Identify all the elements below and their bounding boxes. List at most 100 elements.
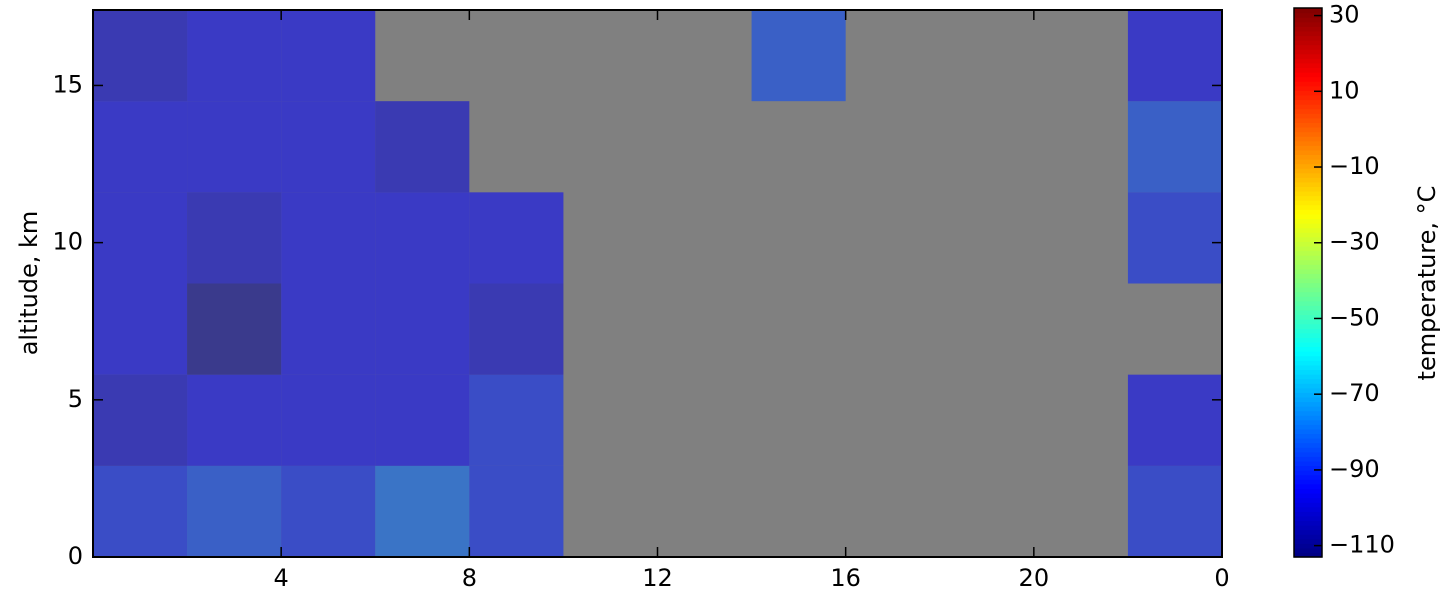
colorbar-segment <box>1294 470 1322 476</box>
colorbar-segment <box>1294 26 1322 32</box>
colorbar-segment <box>1294 447 1322 453</box>
colorbar-tick-label: −110 <box>1329 531 1395 559</box>
heatmap-cell <box>1127 374 1222 466</box>
heatmap-cell <box>281 374 376 466</box>
colorbar-segment <box>1294 428 1322 435</box>
colorbar-segment <box>1294 438 1322 444</box>
x-tick-label: 12 <box>642 564 673 592</box>
heatmap-cell <box>469 374 564 466</box>
colorbar-segment <box>1294 245 1322 252</box>
colorbar-tick-label: −70 <box>1329 379 1380 407</box>
colorbar-segment <box>1294 62 1322 69</box>
colorbar-segment <box>1294 419 1322 425</box>
colorbar-segment <box>1294 341 1322 348</box>
heatmap-cell <box>281 101 376 193</box>
colorbar-segment <box>1294 149 1322 155</box>
heatmap-cell <box>1127 465 1222 557</box>
colorbar-tick-label: −10 <box>1329 152 1380 180</box>
colorbar-segment <box>1294 163 1322 169</box>
heatmap-cell <box>187 374 282 466</box>
colorbar-segment <box>1294 524 1322 531</box>
colorbar-segment <box>1294 387 1322 393</box>
colorbar-segment <box>1294 383 1322 389</box>
heatmap-cell <box>281 283 376 375</box>
colorbar-segment <box>1294 104 1322 110</box>
heatmap-cell <box>93 192 188 284</box>
y-tick-label: 5 <box>68 385 83 413</box>
colorbar-segment <box>1294 40 1322 46</box>
colorbar-segment <box>1294 433 1322 439</box>
colorbar-segment <box>1294 35 1322 41</box>
heatmap-cell <box>375 101 470 193</box>
colorbar-segment <box>1294 85 1322 91</box>
colorbar-segment <box>1294 287 1322 293</box>
colorbar-segment <box>1294 126 1322 133</box>
colorbar-segment <box>1294 191 1322 197</box>
heatmap-cell <box>469 465 564 557</box>
colorbar-segment <box>1294 502 1322 508</box>
colorbar-segment <box>1294 30 1322 37</box>
colorbar-segment <box>1294 534 1322 540</box>
colorbar-segment <box>1294 538 1322 544</box>
colorbar-segment <box>1294 355 1322 361</box>
x-tick-label: 20 <box>1019 564 1050 592</box>
heatmap-cell <box>93 374 188 466</box>
colorbar-segment <box>1294 195 1322 201</box>
y-tick-label: 15 <box>52 70 83 98</box>
colorbar-segment <box>1294 8 1322 14</box>
heatmap-cell <box>375 283 470 375</box>
colorbar-segment <box>1294 396 1322 403</box>
colorbar-segment <box>1294 401 1322 407</box>
x-tick-label: 4 <box>274 564 289 592</box>
colorbar-segment <box>1294 314 1322 320</box>
colorbar-segment <box>1294 177 1322 183</box>
colorbar-segment <box>1294 515 1322 521</box>
colorbar-segment <box>1294 474 1322 480</box>
colorbar-segment <box>1294 117 1322 123</box>
colorbar-segment <box>1294 250 1322 256</box>
colorbar-segment <box>1294 332 1322 338</box>
heatmap-cell <box>187 192 282 284</box>
colorbar-segment <box>1294 131 1322 137</box>
colorbar-segment <box>1294 406 1322 412</box>
colorbar-segment <box>1294 227 1322 233</box>
colorbar-segment <box>1294 58 1322 64</box>
colorbar-segment <box>1294 200 1322 206</box>
colorbar-segment <box>1294 328 1322 334</box>
colorbar-segment <box>1294 351 1322 357</box>
colorbar-segment <box>1294 547 1322 554</box>
x-tick-label: 0 <box>1214 564 1229 592</box>
colorbar-segment <box>1294 273 1322 279</box>
colorbar-segment <box>1294 552 1322 558</box>
colorbar-segment <box>1294 209 1322 215</box>
colorbar-segment <box>1294 241 1322 247</box>
colorbar-segment <box>1294 465 1322 471</box>
heatmap-cell <box>187 10 282 102</box>
colorbar-segment <box>1294 158 1322 165</box>
colorbar-segment <box>1294 277 1322 284</box>
colorbar-segment <box>1294 90 1322 96</box>
colorbar-segment <box>1294 506 1322 512</box>
heatmap-cell <box>93 465 188 557</box>
colorbar-segment <box>1294 291 1322 297</box>
colorbar-tick-label: −90 <box>1329 455 1380 483</box>
colorbar-segment <box>1294 44 1322 50</box>
y-tick-label: 10 <box>52 228 83 256</box>
heatmap-cell <box>187 101 282 193</box>
colorbar-segment <box>1294 369 1322 375</box>
colorbar-segment <box>1294 268 1322 274</box>
colorbar-segment <box>1294 392 1322 398</box>
colorbar-segment <box>1294 140 1322 146</box>
colorbar-segment <box>1294 236 1322 242</box>
colorbar-segment <box>1294 99 1322 105</box>
colorbar-segment <box>1294 497 1322 503</box>
colorbar-segment <box>1294 172 1322 178</box>
heatmap-cell <box>375 192 470 284</box>
heatmap-cell <box>281 192 376 284</box>
heatmap-cell <box>375 374 470 466</box>
colorbar-segment <box>1294 511 1322 517</box>
colorbar-segment <box>1294 67 1322 73</box>
heatmap-cell <box>1127 192 1222 284</box>
colorbar-segment <box>1294 255 1322 261</box>
colorbar-segment <box>1294 223 1322 229</box>
